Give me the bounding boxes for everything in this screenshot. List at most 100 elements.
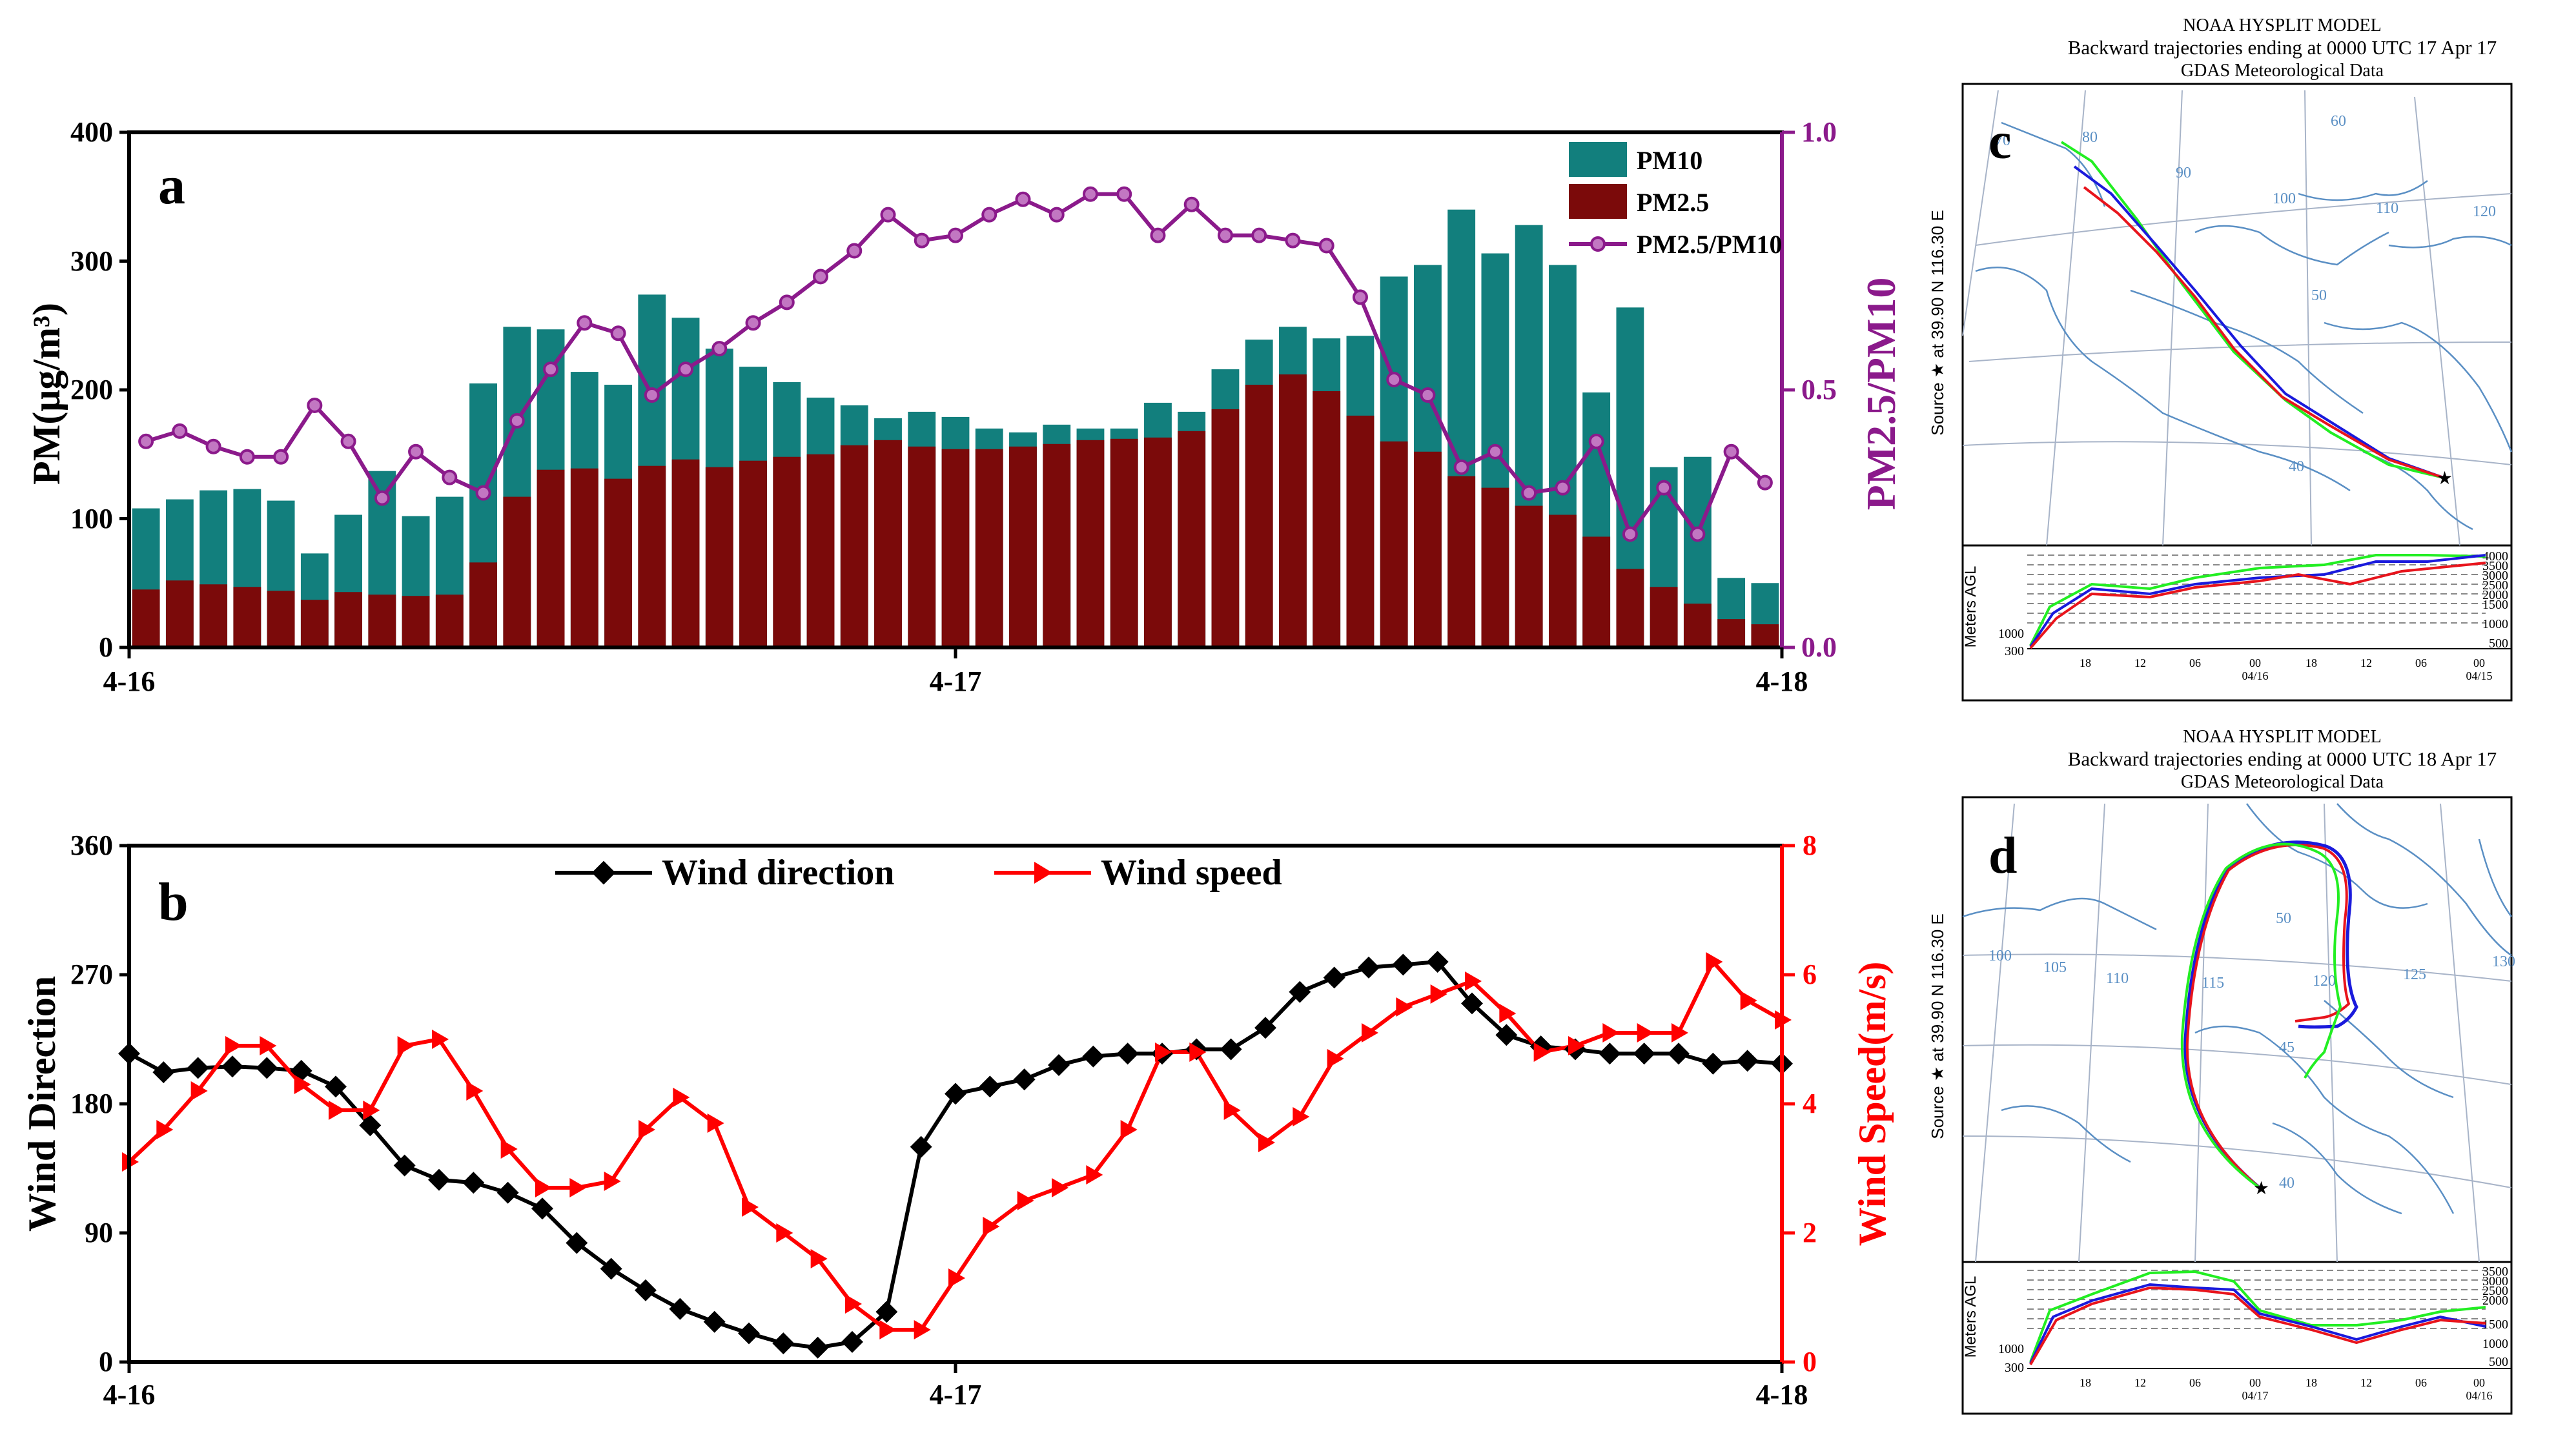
c-title-1: NOAA HYSPLIT MODEL (2183, 15, 2382, 36)
wind-speed-point (1396, 997, 1413, 1017)
pm25-bar (638, 465, 666, 647)
d-h-2000: 2000 (2482, 1294, 2508, 1308)
ratio-point (779, 294, 795, 310)
wind-speed-point (156, 1120, 174, 1139)
pm25-bar (840, 445, 868, 647)
wind-direction-point (945, 1083, 966, 1105)
b-ytick-0: 0 (99, 1346, 113, 1378)
c-traj-red (2083, 186, 2444, 479)
d-map-frame (1961, 796, 2513, 1415)
wind-speed-point (604, 1172, 621, 1191)
wind-speed-point (260, 1036, 277, 1055)
c-lon-labels: 70 80 90 100 110 120 60 50 40 (1995, 113, 2496, 475)
b-ytick-90: 90 (85, 1217, 113, 1248)
pm25-bar (1009, 446, 1037, 647)
d-t-0: 18 (2080, 1376, 2091, 1389)
pm25-bar (199, 584, 228, 647)
ratio-point (340, 433, 356, 449)
pm25-bar (1683, 604, 1712, 647)
ratio-point (475, 485, 491, 501)
pm25-bar (1582, 536, 1611, 647)
d-h-1000: 1000 (2482, 1337, 2508, 1351)
ratio-point (1251, 227, 1267, 243)
wind-direction-point (979, 1075, 1001, 1098)
ratio-point (644, 387, 660, 403)
a-xtick-0417: 4-17 (930, 666, 982, 697)
d-date-1: 04/16 (2466, 1389, 2492, 1402)
ratio-point (273, 449, 289, 465)
legend-dir-marker (591, 860, 616, 885)
pm25-bar (1717, 619, 1746, 647)
pm25-bar (570, 468, 598, 647)
panel-d-hysplit: NOAA HYSPLIT MODEL Backward trajectories… (1928, 727, 2515, 1415)
c-hl-300: 300 (2005, 644, 2024, 658)
c-map-frame (1961, 83, 2513, 702)
pm25-bar (806, 454, 835, 647)
pm25-bar (671, 459, 700, 647)
ratio-point (1757, 474, 1773, 491)
pm25-bar (435, 595, 464, 647)
ratio-point (1183, 196, 1200, 212)
wind-speed-point (1189, 1042, 1207, 1062)
d-lat-50: 50 (2276, 910, 2291, 927)
ratio-point (172, 423, 188, 439)
a-ytick-0: 0 (99, 631, 113, 663)
wind-speed-point (1740, 991, 1757, 1010)
c-date-0: 04/16 (2242, 669, 2268, 682)
ratio-point (1453, 459, 1469, 475)
wind-direction-point (1426, 951, 1449, 973)
pm25-bar (975, 449, 1003, 647)
wind-speed-point (363, 1101, 380, 1120)
d-t-6: 06 (2415, 1376, 2427, 1389)
d-lat-40: 40 (2279, 1175, 2295, 1192)
pm25-bar (1279, 374, 1307, 647)
wind-direction-point (359, 1114, 382, 1137)
d-traj-red (2185, 844, 2351, 1189)
d-h-blue (2029, 1283, 2486, 1364)
c-t-0: 18 (2080, 656, 2091, 669)
c-t-3: 00 (2249, 656, 2261, 669)
panel-a-label: a (158, 156, 185, 216)
legend-pm25-label: PM2.5 (1637, 188, 1709, 217)
a-ryt-1: 1.0 (1801, 116, 1837, 148)
d-lon-125: 125 (2403, 966, 2426, 983)
pm25-bar (1616, 569, 1644, 647)
c-t-7: 00 (2473, 656, 2485, 669)
pm25-bar (469, 562, 497, 647)
c-t-6: 06 (2415, 656, 2427, 669)
legend-pm10-swatch (1569, 142, 1627, 177)
ratio-point (711, 341, 728, 357)
c-h-4000: 4000 (2482, 549, 2508, 564)
b-ytick-270: 270 (70, 959, 113, 990)
wind-speed-point (1327, 1049, 1344, 1068)
wind-speed-point (1086, 1165, 1103, 1185)
wind-direction-point (1599, 1042, 1621, 1065)
pm25-bar (705, 467, 733, 647)
wind-direction-point (1461, 992, 1483, 1015)
b-xtick-0416: 4-16 (103, 1379, 156, 1410)
legend-pm25-swatch (1569, 184, 1627, 219)
wind-direction-point (1220, 1038, 1242, 1061)
ratio-point (509, 412, 525, 429)
c-h-1500: 1500 (2482, 598, 2508, 612)
wind-direction-point (325, 1075, 347, 1098)
c-h-green (2029, 554, 2486, 646)
legend-ratio-label: PM2.5/PM10 (1637, 230, 1783, 259)
ratio-point (1352, 289, 1368, 305)
legend-ratio-marker (1590, 236, 1606, 252)
wind-direction-point (393, 1154, 416, 1177)
wind-speed-point (397, 1036, 414, 1055)
c-lon-60: 60 (2331, 113, 2346, 130)
d-lon-130: 130 (2492, 953, 2515, 970)
c-t-2: 06 (2189, 656, 2201, 669)
d-h-3500: 3500 (2482, 1265, 2508, 1279)
wind-direction-point (875, 1301, 898, 1323)
wind-speed-point (673, 1088, 690, 1107)
wind-speed-point (879, 1320, 897, 1339)
wind-speed-point (914, 1320, 931, 1339)
ratio-point (1487, 443, 1503, 460)
legend-speed-marker (1034, 862, 1052, 884)
b-ryt-4: 4 (1803, 1088, 1817, 1119)
d-map-lines (1962, 803, 2513, 1215)
wind-direction-point (703, 1310, 726, 1333)
